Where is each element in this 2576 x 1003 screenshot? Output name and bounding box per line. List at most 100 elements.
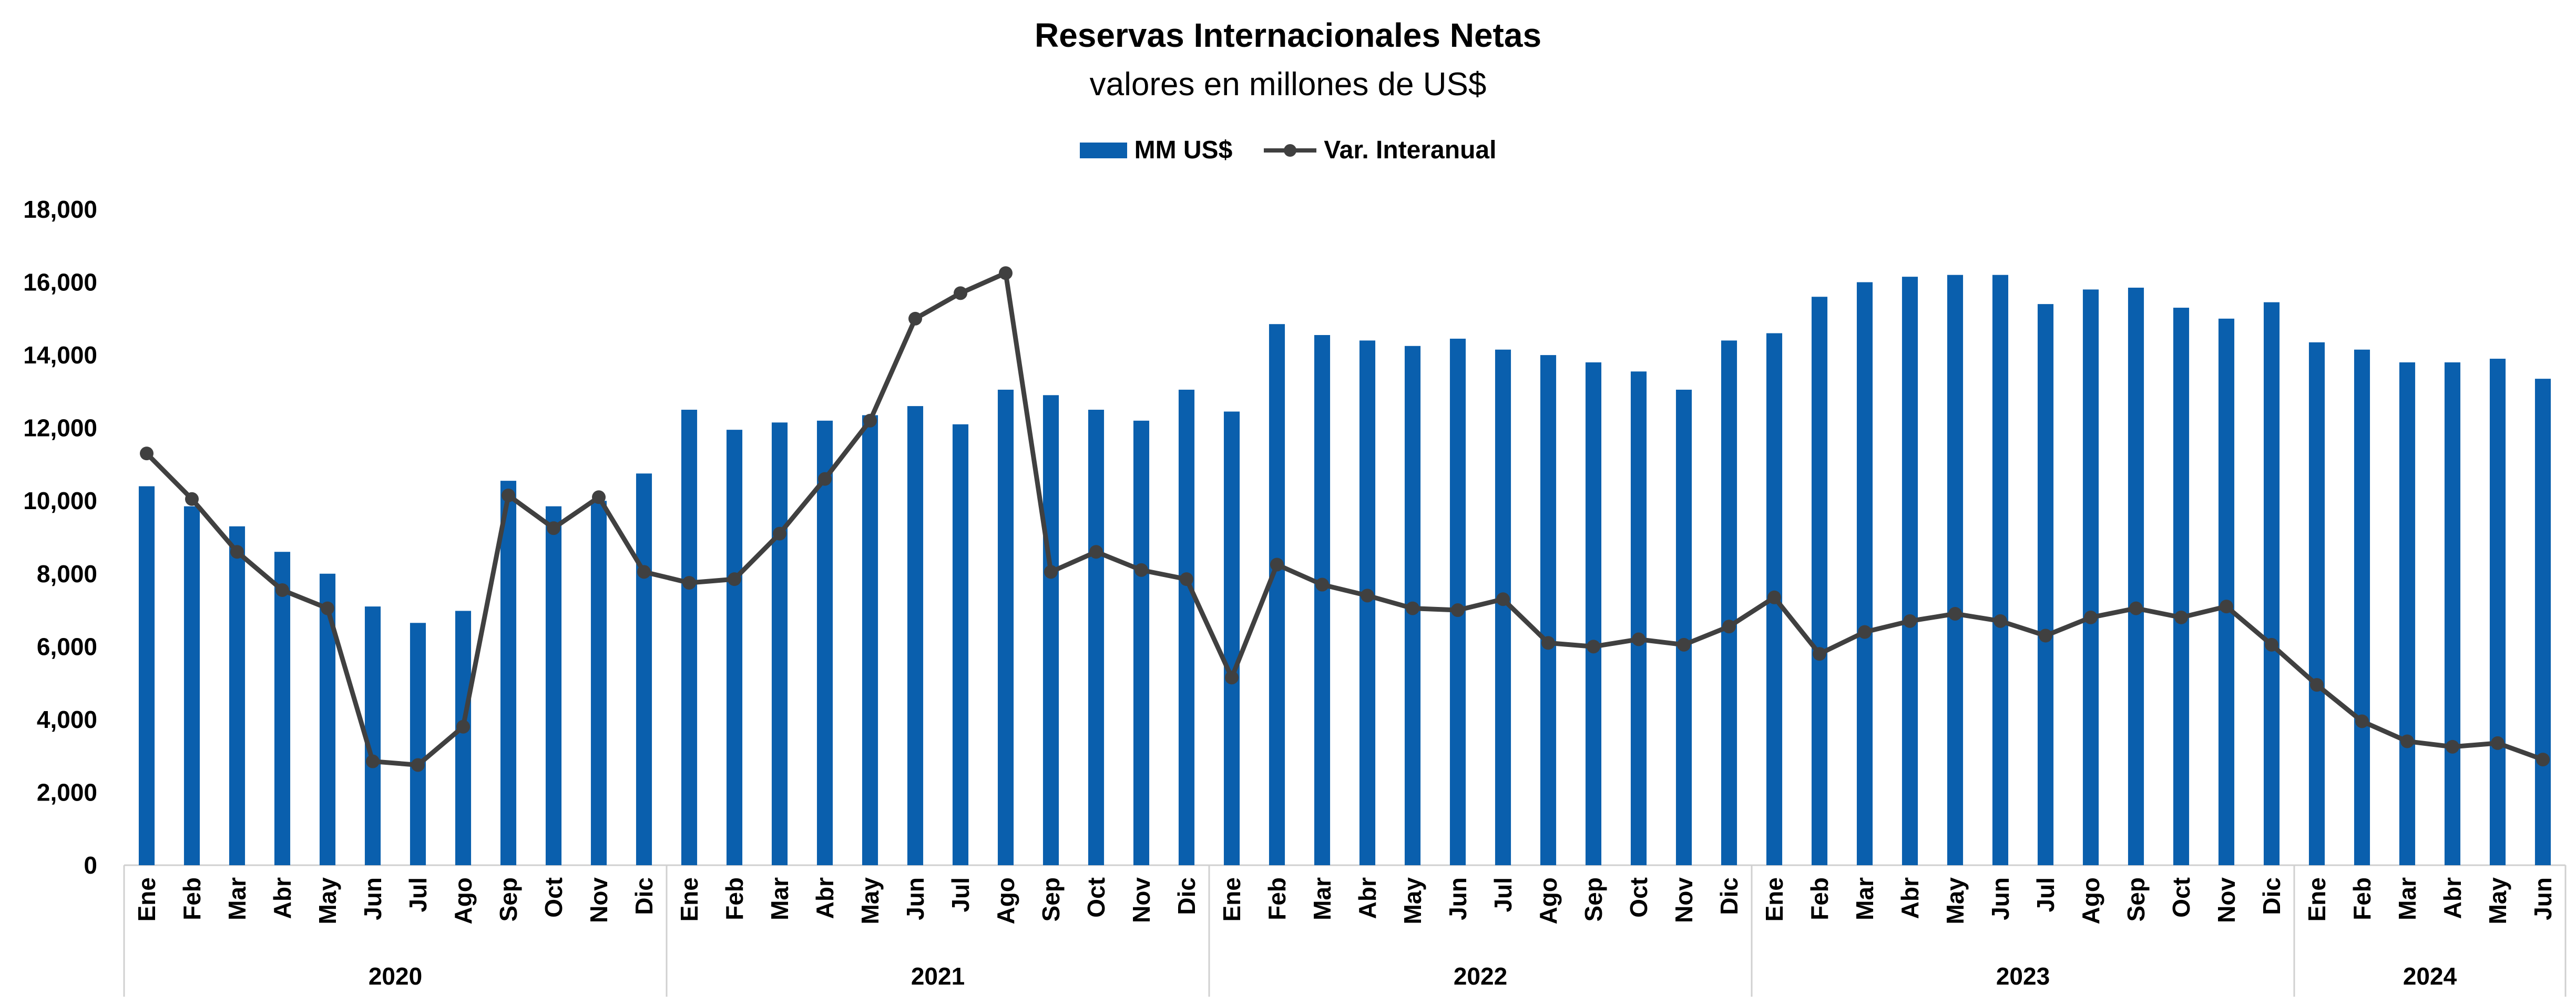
y-tick-label: 0 xyxy=(84,852,97,879)
bar xyxy=(726,430,743,865)
x-tick-label: Mar xyxy=(2394,877,2421,920)
bar xyxy=(2354,349,2370,865)
bar xyxy=(183,506,200,865)
x-tick-label: Feb xyxy=(178,877,206,920)
line-point xyxy=(908,311,922,326)
bar xyxy=(319,573,336,865)
line-point xyxy=(1044,565,1058,579)
bar xyxy=(138,486,155,865)
line-point xyxy=(1632,632,1645,646)
bar xyxy=(1992,275,2009,866)
bar xyxy=(2263,302,2280,865)
y-tick-label: 2,000 xyxy=(37,778,97,806)
x-tick-label: Ago xyxy=(992,877,1019,924)
bar xyxy=(1223,411,1240,865)
x-tick-label: Abr xyxy=(1354,877,1381,919)
year-label: 2023 xyxy=(1996,963,2050,990)
x-tick-label: Oct xyxy=(1625,877,1652,918)
line-point xyxy=(999,266,1013,280)
x-tick-label: Dic xyxy=(1715,877,1743,915)
bar xyxy=(952,424,969,865)
y-tick-label: 6,000 xyxy=(37,633,97,660)
line-point xyxy=(1948,606,1962,621)
bar xyxy=(2308,342,2325,865)
line-point xyxy=(2400,734,2414,748)
line-point xyxy=(1858,625,1872,639)
x-tick-label: Nov xyxy=(1128,877,1155,923)
y-tick-label: 12,000 xyxy=(23,414,97,442)
bar xyxy=(1359,340,1376,865)
y-tick-label: 8,000 xyxy=(37,560,97,587)
line-point xyxy=(275,583,289,597)
line-point xyxy=(1767,590,1781,604)
x-tick-label: May xyxy=(856,877,884,925)
x-tick-label: Ene xyxy=(676,877,703,921)
x-tick-label: May xyxy=(2484,877,2511,925)
x-tick-label: Ago xyxy=(449,877,477,924)
x-tick-label: Dic xyxy=(2258,877,2285,915)
line-point xyxy=(366,754,380,768)
line-point xyxy=(592,490,606,504)
bar xyxy=(274,552,291,865)
bar xyxy=(500,481,517,865)
line-point xyxy=(1361,589,1374,603)
x-tick-label: Jul xyxy=(1489,877,1517,912)
line-point xyxy=(321,601,334,615)
bar xyxy=(907,406,924,865)
line-point xyxy=(411,758,425,772)
bar xyxy=(2082,289,2099,865)
line-point xyxy=(1994,614,2007,628)
line-point xyxy=(1406,601,1419,615)
x-tick-label: Jun xyxy=(1987,877,2014,920)
line-point xyxy=(547,521,560,535)
x-tick-label: Ene xyxy=(2303,877,2330,921)
bar xyxy=(681,410,698,865)
x-tick-label: Ago xyxy=(2077,877,2104,924)
year-label: 2020 xyxy=(369,963,422,990)
x-tick-label: Ene xyxy=(1761,877,1788,921)
line-point xyxy=(1451,603,1465,617)
x-tick-label: Jun xyxy=(2529,877,2557,920)
line-point xyxy=(682,576,696,590)
bar xyxy=(1675,389,1692,865)
x-tick-label: Jul xyxy=(947,877,974,912)
bar xyxy=(1902,277,1918,866)
line-point xyxy=(954,286,967,300)
bar xyxy=(1269,324,1285,865)
legend-item-bars: MM US$ xyxy=(1079,136,1233,165)
x-tick-label: Feb xyxy=(1806,877,1833,920)
line-point xyxy=(2536,753,2550,767)
bar xyxy=(636,473,652,865)
x-tick-label: Jun xyxy=(359,877,386,920)
line-point xyxy=(1903,614,1917,628)
x-tick-label: Sep xyxy=(495,877,522,921)
x-tick-label: Jul xyxy=(2032,877,2059,912)
line-point xyxy=(1587,640,1600,654)
bar xyxy=(2399,362,2416,865)
x-tick-label: Dic xyxy=(630,877,658,915)
x-tick-label: May xyxy=(1399,877,1426,925)
x-tick-label: Dic xyxy=(1173,877,1200,915)
line-point xyxy=(728,572,741,586)
x-tick-label: Oct xyxy=(540,877,567,918)
line-point xyxy=(1225,671,1239,685)
line-point xyxy=(1496,592,1510,606)
line-point xyxy=(1180,572,1193,586)
legend: MM US$ Var. Interanual xyxy=(0,136,2576,165)
line-point xyxy=(2039,629,2052,643)
bar xyxy=(1042,395,1059,865)
x-tick-label: Ene xyxy=(133,877,160,921)
line-point xyxy=(863,413,877,428)
line-point xyxy=(1813,647,1826,661)
x-tick-label: Sep xyxy=(2122,877,2150,921)
x-tick-label: Nov xyxy=(1670,877,1698,923)
bar xyxy=(2534,379,2551,865)
year-label: 2021 xyxy=(911,963,965,990)
line-point xyxy=(1089,545,1103,559)
legend-label-bars: MM US$ xyxy=(1134,136,1233,164)
line-point xyxy=(2084,610,2098,624)
y-tick-label: 14,000 xyxy=(23,341,97,369)
x-tick-label: Abr xyxy=(1896,877,1924,919)
y-tick-label: 16,000 xyxy=(23,269,97,296)
line-point xyxy=(2446,739,2459,754)
